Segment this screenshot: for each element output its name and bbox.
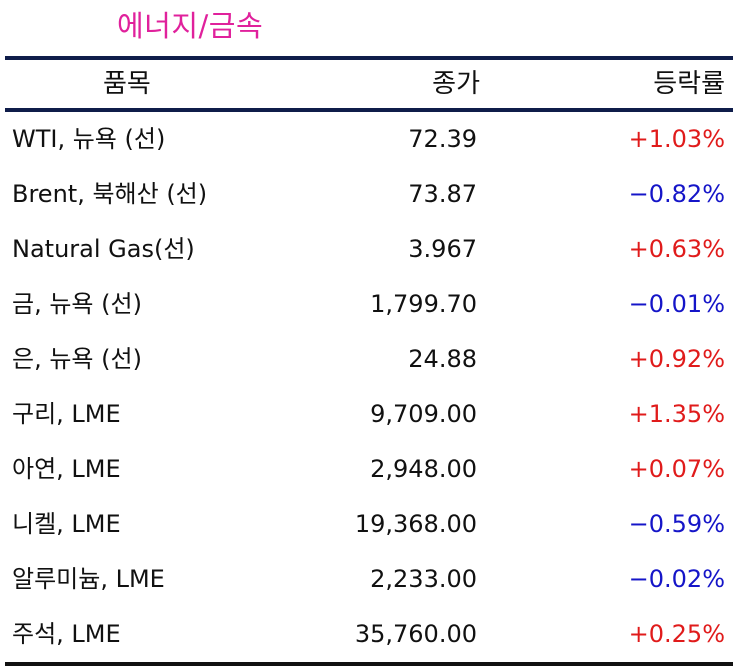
column-header-close: 종가: [432, 60, 480, 108]
table-bottom-rule: [5, 662, 733, 666]
closing-price: 35,760.00: [355, 607, 477, 662]
table-row: Natural Gas(선) 3.967 +0.63%: [5, 222, 733, 277]
commodity-name: WTI, 뉴욕 (선): [12, 112, 165, 167]
table-row: 구리, LME 9,709.00 +1.35%: [5, 387, 733, 442]
closing-price: 1,799.70: [370, 277, 477, 332]
column-header-name: 품목: [103, 60, 151, 108]
commodity-name: 아연, LME: [12, 442, 121, 497]
commodity-name: 금, 뉴욕 (선): [12, 277, 142, 332]
commodity-name: Natural Gas(선): [12, 222, 195, 277]
change-rate: +0.92%: [629, 332, 725, 387]
table-row: 주석, LME 35,760.00 +0.25%: [5, 607, 733, 662]
table-header: 품목 종가 등락률: [5, 60, 733, 108]
commodity-name: 은, 뉴욕 (선): [12, 332, 142, 387]
table-row: Brent, 북해산 (선) 73.87 −0.82%: [5, 167, 733, 222]
commodity-name: 주석, LME: [12, 607, 121, 662]
commodity-name: 구리, LME: [12, 387, 121, 442]
closing-price: 2,948.00: [370, 442, 477, 497]
table-row: 아연, LME 2,948.00 +0.07%: [5, 442, 733, 497]
commodity-name: 니켈, LME: [12, 497, 121, 552]
closing-price: 2,233.00: [370, 552, 477, 607]
table-row: 알루미늄, LME 2,233.00 −0.02%: [5, 552, 733, 607]
change-rate: +0.63%: [629, 222, 725, 277]
section-title: 에너지/금속: [117, 8, 263, 44]
table-row: 니켈, LME 19,368.00 −0.59%: [5, 497, 733, 552]
table-row: 은, 뉴욕 (선) 24.88 +0.92%: [5, 332, 733, 387]
change-rate: +0.07%: [629, 442, 725, 497]
change-rate: −0.01%: [629, 277, 725, 332]
commodity-name: Brent, 북해산 (선): [12, 167, 207, 222]
closing-price: 72.39: [408, 112, 477, 167]
closing-price: 24.88: [408, 332, 477, 387]
change-rate: −0.82%: [629, 167, 725, 222]
table-row: 금, 뉴욕 (선) 1,799.70 −0.01%: [5, 277, 733, 332]
change-rate: +0.25%: [629, 607, 725, 662]
closing-price: 19,368.00: [355, 497, 477, 552]
closing-price: 3.967: [408, 222, 477, 277]
change-rate: +1.03%: [629, 112, 725, 167]
change-rate: +1.35%: [629, 387, 725, 442]
change-rate: −0.59%: [629, 497, 725, 552]
table-body: WTI, 뉴욕 (선) 72.39 +1.03% Brent, 북해산 (선) …: [5, 112, 733, 662]
change-rate: −0.02%: [629, 552, 725, 607]
table-row: WTI, 뉴욕 (선) 72.39 +1.03%: [5, 112, 733, 167]
closing-price: 9,709.00: [370, 387, 477, 442]
closing-price: 73.87: [408, 167, 477, 222]
column-header-change: 등락률: [653, 60, 725, 108]
commodity-name: 알루미늄, LME: [12, 552, 165, 607]
commodity-table: 품목 종가 등락률 WTI, 뉴욕 (선) 72.39 +1.03% Brent…: [5, 56, 733, 666]
